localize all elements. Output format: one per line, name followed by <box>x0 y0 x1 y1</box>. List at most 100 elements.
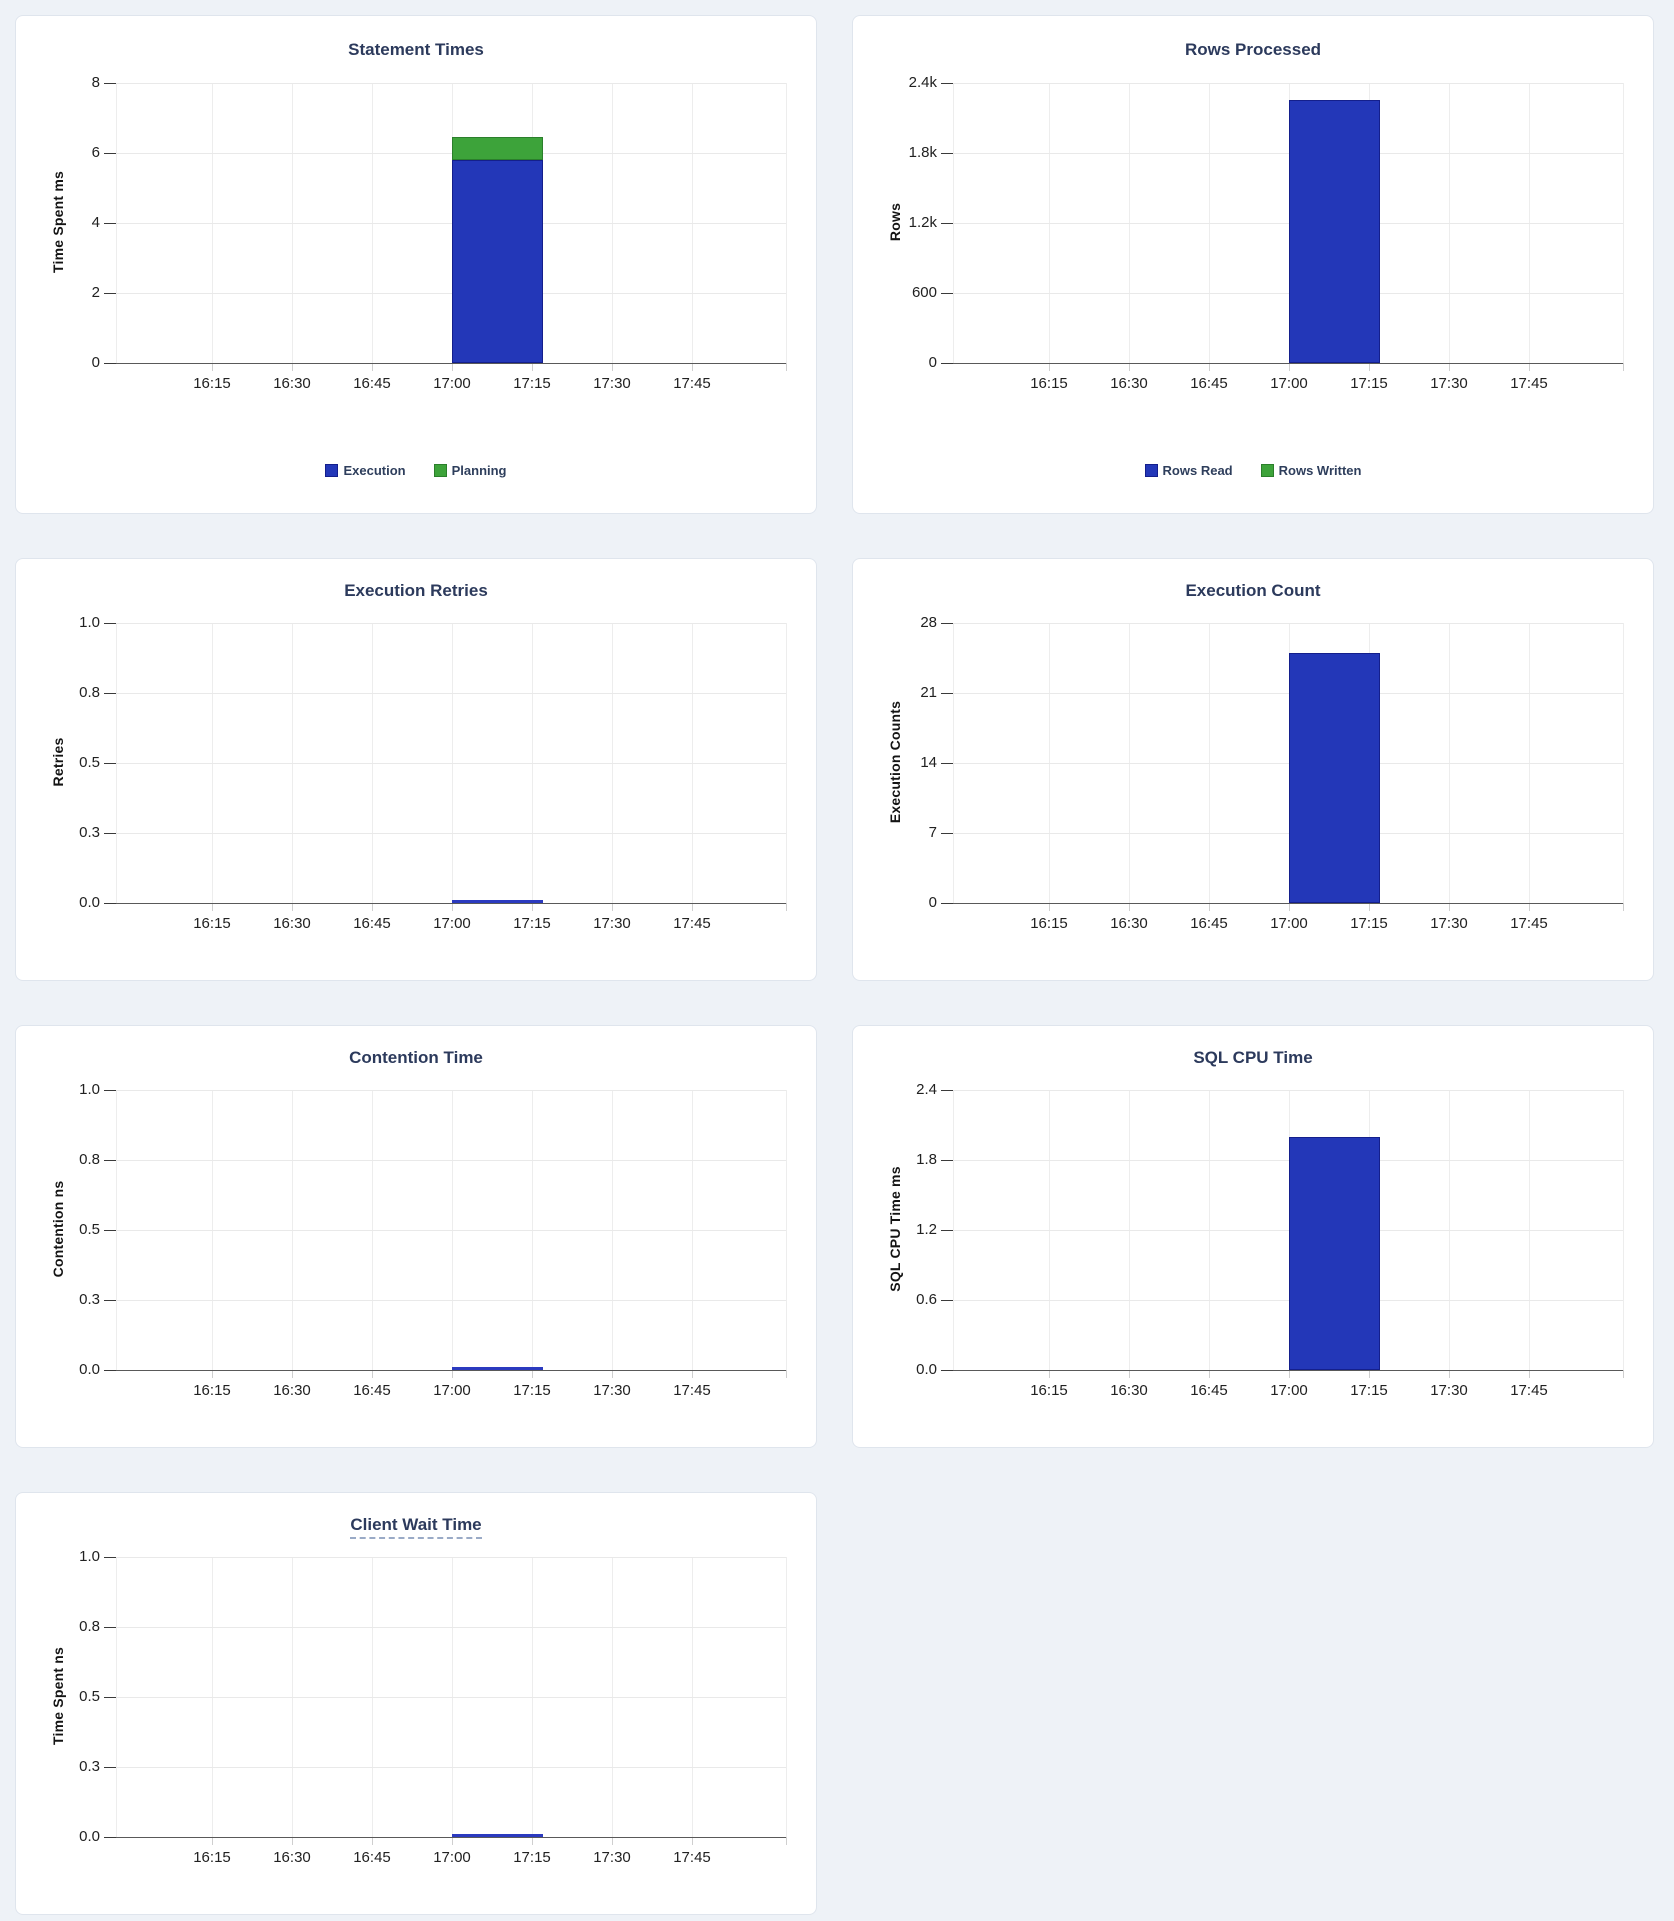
x-tick-mark <box>612 1370 613 1378</box>
x-tick-mark <box>292 1370 293 1378</box>
x-tick-label: 17:15 <box>513 375 551 392</box>
x-tick-label: 17:00 <box>1270 1382 1308 1399</box>
x-tick-label: 16:15 <box>193 915 231 932</box>
x-tick-label: 16:30 <box>273 375 311 392</box>
gridline-h <box>116 1557 786 1558</box>
chart-title: Contention Time <box>16 1048 816 1068</box>
x-tick-mark <box>212 903 213 911</box>
legend-label: Rows Written <box>1278 463 1362 478</box>
x-tick-label: 17:15 <box>513 915 551 932</box>
bar-execution <box>452 160 543 363</box>
y-tick-label: 0.8 <box>79 1618 100 1635</box>
x-tick-mark <box>1449 363 1450 371</box>
y-tick-mark <box>941 1090 953 1091</box>
y-tick-label: 4 <box>91 214 100 231</box>
chart-title-text: Execution Count <box>1185 581 1321 600</box>
y-tick-mark <box>104 1370 116 1371</box>
gridline-h <box>953 223 1623 224</box>
x-tick-label: 16:15 <box>193 375 231 392</box>
legend-swatch-blue <box>1144 464 1158 477</box>
x-tick-label: 17:45 <box>673 915 711 932</box>
x-tick-label: 17:30 <box>593 375 631 392</box>
legend-item-execution[interactable]: Execution <box>325 463 406 478</box>
x-tick-label: 16:45 <box>1190 915 1228 932</box>
x-tick-mark <box>292 1837 293 1845</box>
x-tick-label: 17:45 <box>673 1849 711 1866</box>
gridline-v <box>786 1557 787 1837</box>
y-tick-label: 1.0 <box>79 1548 100 1565</box>
x-tick-mark <box>1289 903 1290 911</box>
x-tick-mark <box>786 1370 787 1378</box>
x-tick-mark <box>1129 363 1130 371</box>
x-tick-label: 17:15 <box>513 1382 551 1399</box>
legend-label: Rows Read <box>1162 463 1233 478</box>
x-tick-mark <box>1449 1370 1450 1378</box>
x-tick-label: 17:15 <box>1350 375 1388 392</box>
y-tick-label: 14 <box>920 754 937 771</box>
chart-title-text[interactable]: Client Wait Time <box>350 1515 482 1539</box>
y-tick-label: 0.6 <box>916 1291 937 1308</box>
x-tick-label: 17:45 <box>1510 1382 1548 1399</box>
y-tick-label: 1.2k <box>908 214 937 231</box>
gridline-h <box>953 903 1623 904</box>
gridline-h <box>953 623 1623 624</box>
x-tick-label: 16:45 <box>353 375 391 392</box>
chart-title: SQL CPU Time <box>853 1048 1653 1068</box>
x-tick-label: 17:15 <box>1350 915 1388 932</box>
y-tick-label: 1.0 <box>79 614 100 631</box>
y-tick-label: 0.0 <box>916 1361 937 1378</box>
legend-item-rows-read[interactable]: Rows Read <box>1144 463 1233 478</box>
gridline-h <box>116 363 786 364</box>
chart-card-client-wait-time: Client Wait Time Time Spent ns 1.0 0.8 0.5 0.… <box>15 1492 817 1915</box>
gridline-h <box>116 833 786 834</box>
x-tick-label: 17:30 <box>593 915 631 932</box>
gridline-v <box>786 83 787 363</box>
x-tick-mark <box>452 363 453 371</box>
legend-swatch-green <box>433 464 447 477</box>
chart-card-sql-cpu-time: SQL CPU Time SQL CPU Time ms 2.4 1.8 1.2 0.6 0… <box>852 1025 1654 1448</box>
x-tick-label: 16:45 <box>1190 1382 1228 1399</box>
bar-rows-read <box>1289 100 1380 363</box>
x-tick-mark <box>1209 363 1210 371</box>
gridline-v <box>1623 623 1624 903</box>
chart-card-statement-times: Statement Times Time Spent ms 8 6 4 2 0 16:15 16… <box>15 15 817 514</box>
zero-value-line <box>452 1834 543 1837</box>
x-tick-mark <box>1529 903 1530 911</box>
y-tick-mark <box>941 153 953 154</box>
x-tick-mark <box>1289 1370 1290 1378</box>
legend-item-planning[interactable]: Planning <box>433 463 507 478</box>
chart-card-rows-processed: Rows Processed Rows 2.4k 1.8k 1.2k 600 0 16:15 1… <box>852 15 1654 514</box>
y-tick-label: 21 <box>920 684 937 701</box>
y-tick-label: 6 <box>91 144 100 161</box>
x-tick-mark <box>212 1837 213 1845</box>
x-tick-mark <box>1623 363 1624 371</box>
chart-title-text: Contention Time <box>349 1048 483 1067</box>
y-tick-label: 1.2 <box>916 1221 937 1238</box>
gridline-h <box>116 223 786 224</box>
x-tick-label: 17:30 <box>1430 1382 1468 1399</box>
y-tick-label: 0.3 <box>79 1291 100 1308</box>
y-tick-label: 0.3 <box>79 824 100 841</box>
legend-item-rows-written[interactable]: Rows Written <box>1260 463 1362 478</box>
chart-title: Execution Count <box>853 581 1653 601</box>
y-tick-mark <box>941 1230 953 1231</box>
gridline-h <box>953 1230 1623 1231</box>
x-tick-mark <box>1623 903 1624 911</box>
chart-title: Statement Times <box>16 40 816 60</box>
y-tick-label: 2.4k <box>908 74 937 91</box>
gridline-h <box>953 83 1623 84</box>
gridline-h <box>953 833 1623 834</box>
x-tick-mark <box>452 1837 453 1845</box>
y-tick-mark <box>104 903 116 904</box>
y-tick-label: 0 <box>91 354 100 371</box>
y-tick-mark <box>104 1300 116 1301</box>
gridline-h <box>116 1370 786 1371</box>
gridline-h <box>953 363 1623 364</box>
x-tick-label: 16:45 <box>353 915 391 932</box>
x-tick-label: 17:00 <box>1270 375 1308 392</box>
y-tick-mark <box>941 763 953 764</box>
x-tick-mark <box>532 1837 533 1845</box>
gridline-h <box>116 1300 786 1301</box>
x-tick-label: 16:30 <box>1110 1382 1148 1399</box>
